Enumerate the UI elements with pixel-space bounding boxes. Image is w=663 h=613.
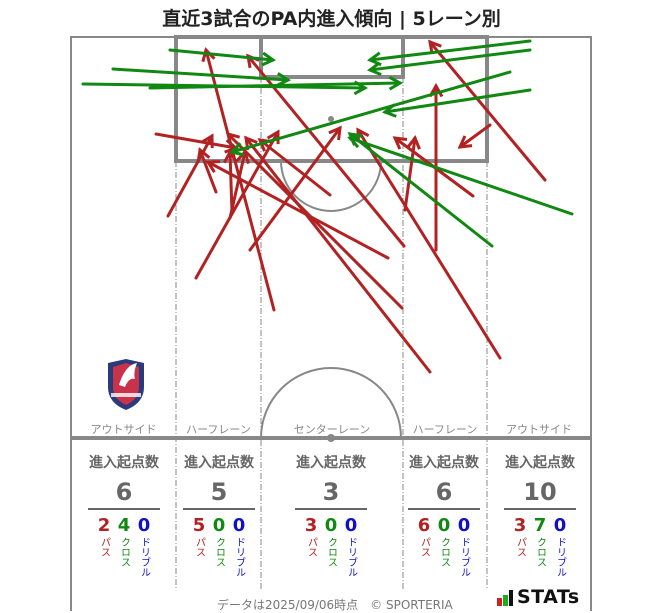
center-spot (327, 434, 335, 442)
pass-arrow (403, 135, 421, 212)
cross-arrow (111, 67, 292, 87)
pass-count: 3 (304, 515, 318, 536)
cross-label: クロス (118, 537, 130, 567)
brand-name: STATs (517, 586, 580, 608)
cross-count: 7 (533, 515, 547, 536)
entry-arrows (81, 39, 574, 374)
data-credit: データは2025/09/06時点 © SPORTERIA (217, 598, 453, 612)
dribble-label: ドリブル (138, 537, 150, 577)
cross-count: 0 (212, 515, 226, 536)
lane-label-right-half: ハーフレーン (412, 423, 478, 436)
pass-label: パス (418, 537, 430, 557)
dribble-label: ドリブル (233, 537, 245, 577)
pass-arrow (225, 131, 404, 310)
entry-count-heading: 進入起点数 (296, 455, 366, 471)
cross-arrow (168, 48, 277, 67)
pass-arrow (154, 132, 239, 154)
entry-count-heading: 進入起点数 (409, 455, 479, 471)
entry-count-heading: 進入起点数 (89, 455, 159, 471)
lane-stats-right-outside: 進入起点数 10 3 パス 7 クロス 0 ドリブル (504, 452, 576, 577)
pass-arrow (428, 39, 547, 182)
lane-stats-left-outside: 進入起点数 6 2 パス 4 クロス 0 ドリブル (88, 452, 160, 577)
pass-arrow (228, 149, 250, 220)
cross-arrow (382, 88, 532, 118)
dribble-count: 0 (553, 515, 567, 536)
cross-label: クロス (534, 537, 546, 567)
cross-count: 0 (324, 515, 338, 536)
pass-arrow (223, 148, 238, 214)
pass-arrow (244, 135, 432, 374)
cross-arrow (347, 132, 494, 248)
cross-count: 0 (437, 515, 451, 536)
pass-label: パス (305, 537, 317, 557)
lane-label-right-outside: アウトサイド (506, 423, 572, 436)
cross-label: クロス (438, 537, 450, 567)
pass-arrow (248, 125, 342, 252)
entry-count-total: 3 (295, 478, 367, 510)
entry-count-total: 6 (408, 478, 480, 510)
cross-arrow (148, 75, 404, 91)
entry-count-total: 10 (504, 478, 576, 510)
lane-stats-right-half: 進入起点数 6 6 パス 0 クロス 0 ドリブル (408, 452, 480, 577)
penalty-spot (328, 116, 334, 122)
lane-label-left-half: ハーフレーン (186, 423, 251, 436)
pass-count: 3 (513, 515, 527, 536)
pass-arrow (457, 123, 492, 149)
dribble-count: 0 (344, 515, 358, 536)
dribble-label: ドリブル (345, 537, 357, 577)
pass-arrow (356, 127, 502, 360)
lane-label-center: センターレーン (293, 423, 371, 436)
cross-arrow (367, 48, 532, 77)
entry-count-total: 6 (88, 478, 160, 510)
pass-arrow (196, 147, 218, 194)
stats-logo: STATs (497, 586, 580, 608)
cross-arrow (229, 70, 512, 157)
pass-arrow (257, 138, 332, 197)
pass-label: パス (98, 537, 110, 557)
pass-label: パス (514, 537, 526, 557)
cross-count: 4 (117, 515, 131, 536)
pass-arrow (194, 129, 280, 280)
dribble-label: ドリブル (458, 537, 470, 577)
penalty-arc (280, 160, 382, 212)
pass-label: パス (193, 537, 205, 557)
pass-count: 5 (192, 515, 206, 536)
cross-label: クロス (325, 537, 337, 567)
entry-count-heading: 進入起点数 (505, 455, 575, 471)
cross-arrow (366, 39, 532, 67)
lane-label-left-outside: アウトサイド (90, 423, 157, 436)
lane-stats-center: 進入起点数 3 3 パス 0 クロス 0 ドリブル (295, 452, 367, 577)
center-circle (260, 367, 402, 439)
pass-arrow (205, 160, 390, 260)
cross-arrow (347, 134, 574, 216)
dribble-count: 0 (232, 515, 246, 536)
cross-label: クロス (213, 537, 225, 567)
dribble-count: 0 (137, 515, 151, 536)
entry-count-total: 5 (183, 478, 255, 510)
goal-area (259, 35, 405, 79)
bar-chart-icon (497, 590, 513, 606)
page-title: 直近3試合のPA内進入傾向 | 5レーン別 (162, 8, 501, 30)
dribble-label: ドリブル (554, 537, 566, 577)
dribble-count: 0 (457, 515, 471, 536)
pass-count: 6 (417, 515, 431, 536)
team-crest-icon (108, 359, 144, 410)
lane-stats-left-half: 進入起点数 5 5 パス 0 クロス 0 ドリブル (183, 452, 255, 577)
pass-count: 2 (97, 515, 111, 536)
entry-count-heading: 進入起点数 (184, 455, 254, 471)
